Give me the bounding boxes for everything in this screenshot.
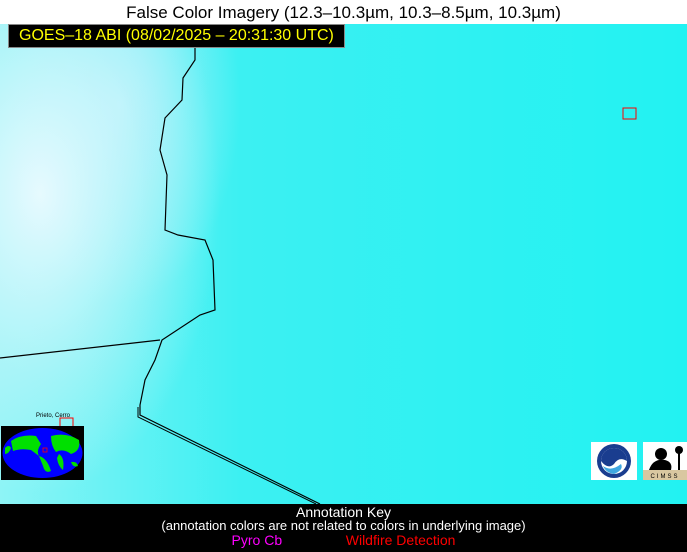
annotation-key: Annotation Key (annotation colors are no…: [0, 504, 687, 552]
cimss-logo: CIMSS: [643, 442, 687, 480]
annotation-key-heading: Annotation Key: [296, 504, 391, 520]
globe-locator-map: [1, 426, 84, 480]
legend-wildfire-detection: Wildfire Detection: [345, 532, 456, 548]
wildfire-detection-box[interactable]: [622, 107, 637, 120]
annotation-key-note: (annotation colors are not related to co…: [161, 518, 526, 533]
svg-text:CIMSS: CIMSS: [650, 474, 679, 480]
state-border: [139, 47, 321, 504]
noaa-logo: [591, 442, 637, 480]
image-title: False Color Imagery (12.3–10.3µm, 10.3–8…: [126, 3, 561, 22]
satellite-timestamp: GOES–18 ABI (08/02/2025 – 20:31:30 UTC): [8, 24, 345, 48]
border-double-line: [137, 407, 317, 504]
place-label: Prieto, Cerro: [36, 413, 71, 419]
satellite-image: [0, 24, 687, 504]
map-overlay: [0, 47, 637, 504]
country-border: [0, 339, 161, 359]
legend-pyro-cb: Pyro Cb: [231, 532, 283, 548]
